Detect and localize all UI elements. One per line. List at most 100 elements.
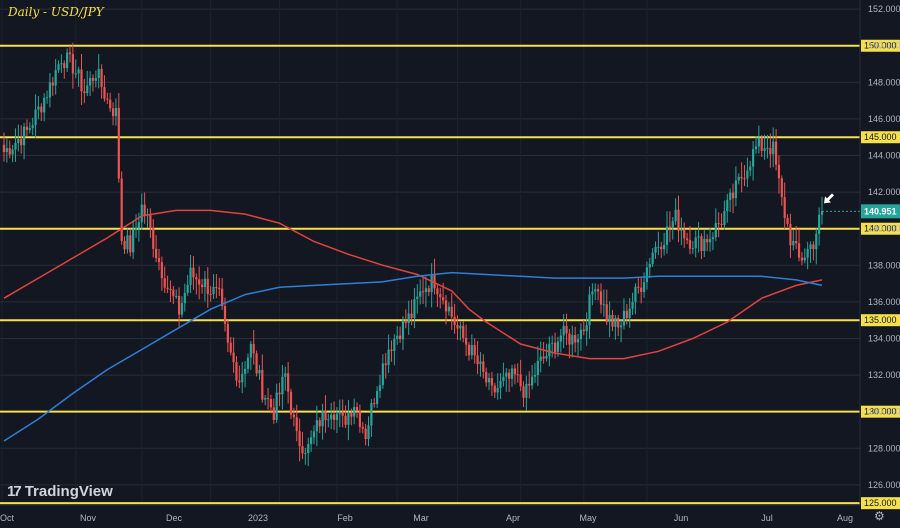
candle-body — [362, 427, 364, 429]
candle-body — [643, 282, 645, 292]
candle-body — [290, 392, 292, 415]
level-label-135.000: 135.000 — [864, 315, 897, 325]
candle-body — [144, 205, 146, 215]
candle-body — [606, 304, 608, 322]
candle-body — [49, 83, 51, 98]
candle-body — [344, 416, 346, 425]
candle-body — [175, 296, 177, 297]
candle-body — [637, 287, 639, 288]
candle-body — [233, 353, 235, 363]
candle-body — [614, 318, 616, 327]
candle-body — [646, 267, 648, 282]
candle-body — [697, 236, 699, 237]
candle-body — [594, 289, 596, 291]
candle-body — [43, 98, 45, 112]
candle-body — [281, 377, 283, 395]
x-tick-label-Jun: Jun — [674, 513, 689, 523]
candle-body — [772, 142, 774, 155]
candle-body — [189, 268, 191, 285]
candle-body — [106, 99, 108, 100]
candle-body — [353, 407, 355, 417]
x-tick-label-Oct: Oct — [0, 513, 15, 523]
candle-body — [468, 345, 470, 356]
candle-body — [818, 215, 820, 234]
candle-body — [654, 247, 656, 253]
candle-body — [749, 167, 751, 171]
candle-body — [775, 142, 777, 165]
candle-body — [17, 139, 19, 143]
candle-body — [626, 311, 628, 318]
gear-icon[interactable]: ⚙ — [874, 509, 885, 523]
candle-body — [580, 330, 582, 339]
candle-body — [218, 288, 220, 289]
tradingview-brand: TradingView — [25, 483, 113, 500]
moving-average-blue — [4, 273, 822, 441]
candle-body — [118, 108, 120, 179]
candle-body — [164, 278, 166, 288]
candle-body — [347, 413, 349, 425]
candle-body — [373, 403, 375, 404]
candle-body — [792, 241, 794, 245]
candle-body — [3, 145, 5, 152]
candle-body — [92, 78, 94, 81]
candle-body — [261, 370, 263, 400]
x-tick-label-Mar: Mar — [413, 513, 429, 523]
candle-body — [167, 288, 169, 289]
candle-body — [247, 358, 249, 369]
candle-body — [83, 91, 85, 93]
candle-body — [476, 355, 478, 364]
candle-body — [669, 227, 671, 228]
candle-body — [350, 413, 352, 417]
candle-body — [244, 369, 246, 374]
candle-body — [554, 343, 556, 352]
candle-body — [304, 453, 306, 454]
candle-body — [522, 386, 524, 397]
y-tick-label-140: 140.000 — [868, 224, 900, 234]
candle-body — [267, 398, 269, 399]
candle-body — [537, 361, 539, 375]
candle-body — [129, 235, 131, 252]
candle-body — [540, 357, 542, 361]
candle-body — [528, 384, 530, 386]
candle-body — [230, 343, 232, 353]
candle-body — [181, 303, 183, 314]
candle-body — [680, 230, 682, 231]
candle-body — [700, 236, 702, 251]
candle-body — [761, 138, 763, 151]
candle-body — [743, 178, 745, 179]
candle-body — [393, 339, 395, 351]
candle-body — [617, 318, 619, 327]
candle-body — [689, 240, 691, 249]
candle-body — [307, 444, 309, 453]
candle-body — [531, 377, 533, 386]
y-tick-label-128: 128.000 — [868, 443, 900, 453]
candle-body — [807, 249, 809, 258]
candle-body — [442, 297, 444, 300]
candle-body — [491, 378, 493, 386]
candle-body — [241, 374, 243, 382]
candle-body — [405, 321, 407, 323]
candle-body — [542, 357, 544, 359]
candle-body — [32, 125, 34, 128]
candle-body — [376, 391, 378, 404]
tradingview-logo: 17 TradingView — [7, 483, 113, 500]
candle-body — [212, 287, 214, 294]
candle-body — [431, 274, 433, 292]
candle-body — [123, 241, 125, 249]
y-tick-label-152: 152.000 — [868, 4, 900, 14]
y-tick-label-126: 126.000 — [868, 480, 900, 490]
y-tick-label-132: 132.000 — [868, 370, 900, 380]
candle-body — [505, 373, 507, 377]
candle-body — [310, 437, 312, 444]
candle-body — [591, 292, 593, 295]
candle-body — [408, 314, 410, 323]
candle-body — [388, 350, 390, 366]
price-chart[interactable]: 125.000130.000135.000140.000145.000150.0… — [0, 0, 900, 528]
candle-body — [152, 227, 154, 248]
candle-body — [755, 146, 757, 149]
moving-average-red — [4, 210, 822, 358]
candle-body — [729, 193, 731, 200]
candle-body — [456, 325, 458, 329]
candle-body — [207, 279, 209, 294]
x-tick-label-Jul: Jul — [761, 513, 773, 523]
